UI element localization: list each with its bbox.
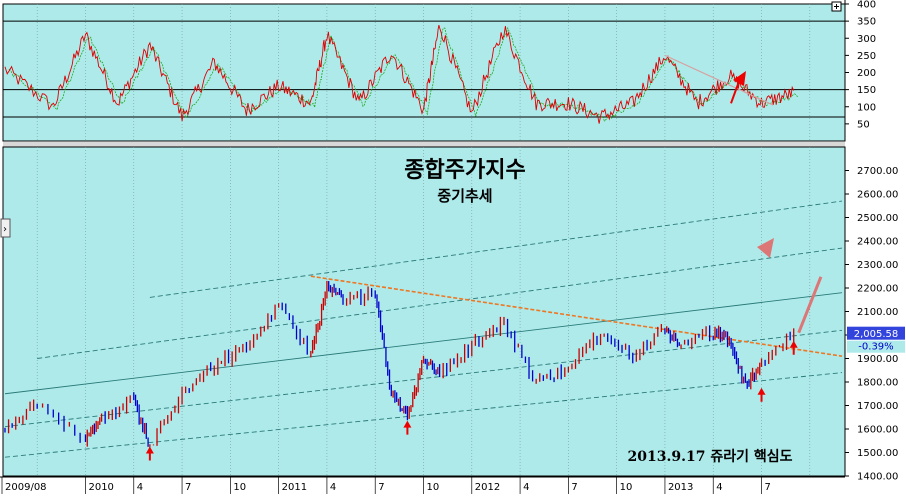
price-tick-label: 2500.00 [857,213,898,224]
oscillator-plot-area [2,3,846,142]
x-tick-label: 10 [427,482,440,493]
x-tick-label: 2011 [282,482,307,493]
x-tick-label: 10 [233,482,246,493]
projection-arrow-shaft [797,276,823,334]
panel-divider [3,142,845,147]
chart-annotation: 2013.9.17 쥬라기 핵심도 [628,449,793,465]
x-tick-label: 10 [620,482,633,493]
projection-arrow-head [757,238,774,258]
trendline-channel-mid [4,292,843,395]
price-tick-label: 1500.00 [857,448,898,459]
chart-title: 종합주가지수 [404,157,525,183]
osc-tick-label: 250 [857,51,876,62]
price-tick-label: 1600.00 [857,425,898,436]
trendline-channel-lower-1 [4,329,843,428]
side-tab [0,218,11,238]
price-tick-label: 1700.00 [857,401,898,412]
osc-tick-label: 300 [857,34,876,45]
osc-tick-label: 350 [857,17,876,28]
x-tick-label: 2010 [88,482,113,493]
price-tick-label: 2100.00 [857,307,898,318]
x-tick-label: 7 [185,482,191,493]
trendline-channel-lower-2 [4,372,843,458]
osc-tick-label: 100 [857,102,876,113]
x-axis-band [0,477,845,494]
trendline-channel-upper-2 [149,200,843,298]
x-tick-label: 2009/08 [5,482,47,493]
osc-tick-label: 50 [857,119,870,130]
x-tick-label: 4 [716,482,722,493]
last-price-box [847,326,905,340]
oscillator-ma-line [8,26,798,122]
bottom-marker-arrowhead [403,420,412,428]
osc-downtrend-line [664,54,774,106]
trendline-resistance [310,275,843,357]
x-tick-label: 7 [765,482,771,493]
oscillator-line [4,24,795,124]
price-tick-label: 2200.00 [857,284,898,295]
chart-subtitle: 중기추세 [437,187,492,205]
bottom-marker-arrowhead [757,387,766,395]
price-tick-label: 1800.00 [857,378,898,389]
x-tick-label: 2013 [668,482,693,493]
price-tick-label: 1400.00 [857,472,898,483]
x-tick-label: 4 [330,482,336,493]
price-tick-label: 1900.00 [857,354,898,365]
last-change-value: -0.39% [858,342,893,353]
last-change-box [847,340,905,353]
price-tick-label: 2300.00 [857,260,898,271]
bottom-marker-arrowhead [145,446,154,454]
x-tick-label: 7 [378,482,384,493]
x-tick-label: 2012 [475,482,500,493]
osc-tick-label: 150 [857,85,876,96]
price-plot-area [2,146,846,477]
bottom-marker-arrowhead [789,340,798,348]
x-tick-label: 4 [137,482,143,493]
last-price-value: 2,005.58 [854,329,899,340]
x-tick-label: 7 [571,482,577,493]
price-tick-label: 2600.00 [857,190,898,201]
x-tick-label: 4 [523,482,529,493]
price-tick-label: 2700.00 [857,166,898,177]
osc-up-arrow-head [733,71,746,86]
osc-tick-label: 200 [857,68,876,79]
osc-tick-label: 400 [857,0,876,11]
chevron-right-icon: › [3,224,7,235]
price-panel [2,146,846,477]
trendline-channel-upper-1 [37,247,843,359]
price-tick-label: 2400.00 [857,237,898,248]
